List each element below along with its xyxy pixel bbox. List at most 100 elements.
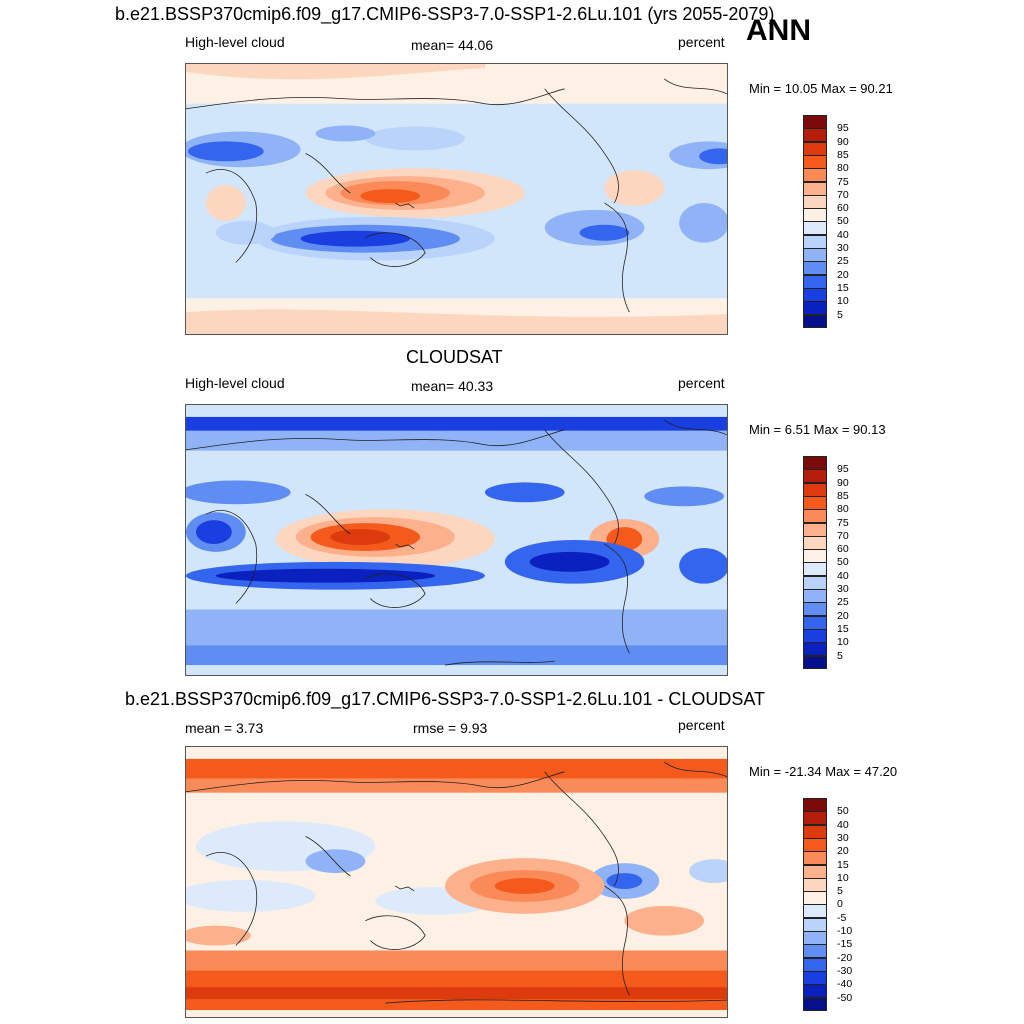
panel-2-swatch bbox=[803, 589, 827, 603]
panel-2-swatch bbox=[803, 628, 827, 643]
panel-2-variable-label: High-level cloud bbox=[185, 375, 285, 391]
panel-1-swatch bbox=[803, 194, 827, 209]
panel-3-swatch bbox=[803, 891, 827, 906]
panel-2-swatch bbox=[803, 509, 827, 524]
panel-2-tick-label: 75 bbox=[837, 516, 849, 529]
panel-3-tick-label: -40 bbox=[837, 978, 853, 991]
panel-1-tick-label: 70 bbox=[837, 188, 849, 201]
panel-1-swatch bbox=[803, 234, 827, 249]
panel-2-map bbox=[185, 404, 728, 676]
panel-3-rmse-label: rmse = 9.93 bbox=[413, 720, 488, 736]
panel-2-tick-label: 25 bbox=[837, 596, 849, 609]
panel-2-tick-label: 90 bbox=[837, 476, 849, 489]
panel-3-tick-label: 50 bbox=[837, 805, 849, 818]
panel-3-tick-label: 40 bbox=[837, 818, 849, 831]
panel-2-tick-label: 30 bbox=[837, 583, 849, 595]
panel-2-tick-label: 5 bbox=[837, 649, 843, 662]
panel-3-swatch bbox=[803, 824, 827, 839]
panel-3-swatch bbox=[803, 811, 827, 826]
panel-3-tick-label: -30 bbox=[837, 964, 853, 977]
panel-1-tick-label: 10 bbox=[837, 295, 849, 308]
panel-1-variable-label: High-level cloud bbox=[185, 34, 285, 50]
panel-3-units-label: percent bbox=[678, 717, 725, 733]
panel-1-tick-label: 75 bbox=[837, 175, 849, 188]
panel-2-swatch bbox=[803, 522, 827, 537]
panel-1-swatch bbox=[803, 141, 827, 156]
panel-2-tick-label: 20 bbox=[837, 609, 849, 622]
panel-3-tick-label: 10 bbox=[837, 871, 849, 884]
panel-2-minmax: Min = 6.51 Max = 90.13 bbox=[749, 422, 886, 437]
panel-3-tick-label: 15 bbox=[837, 858, 849, 871]
panel-2-swatch bbox=[803, 575, 827, 590]
panel-3-tick-label: 20 bbox=[837, 845, 849, 858]
panel-1-contour-field bbox=[186, 64, 727, 334]
panel-3-swatch bbox=[803, 984, 827, 999]
panel-2-swatch bbox=[803, 495, 827, 510]
panel-3-swatch bbox=[803, 798, 827, 812]
panel-2-swatch bbox=[803, 549, 827, 564]
panel-1-swatch bbox=[803, 274, 827, 289]
panel-3-contour-field bbox=[186, 747, 727, 1017]
panel-3-tick-label: -15 bbox=[837, 938, 853, 951]
panel-1-tick-label: 50 bbox=[837, 215, 849, 228]
panel-3-mean-label: mean = 3.73 bbox=[185, 720, 264, 736]
panel-2-mean-label: mean= 40.33 bbox=[411, 378, 494, 394]
panel-2-swatch bbox=[803, 602, 827, 617]
panel-2-tick-label: 70 bbox=[837, 529, 849, 542]
panel-3-colorbar: 50 40 30 20 15 10 5 0 -5 -10 -15 -20 -30… bbox=[803, 798, 852, 1011]
panel-1-tick-label: 30 bbox=[837, 242, 849, 254]
panel-1-tick-label: 85 bbox=[837, 148, 849, 161]
panel-3-minmax: Min = -21.34 Max = 47.20 bbox=[749, 764, 898, 779]
panel-1-tick-label: 15 bbox=[837, 281, 849, 294]
panel-2-tick-label: 40 bbox=[837, 569, 849, 582]
panel-2-swatch bbox=[803, 482, 827, 497]
panel-2-swatch bbox=[803, 562, 827, 577]
panel-2-tick-label: 60 bbox=[837, 543, 849, 556]
panel-1-swatch bbox=[803, 154, 827, 169]
panel-1-tick-label: 5 bbox=[837, 308, 843, 321]
panel-3-swatch bbox=[803, 837, 827, 852]
panel-3-swatch bbox=[803, 877, 827, 892]
panel-1-tick-label: 80 bbox=[837, 162, 849, 175]
panel-1-swatch bbox=[803, 128, 827, 143]
panel-1-tick-label: 25 bbox=[837, 255, 849, 268]
panel-3-title: b.e21.BSSP370cmip6.f09_g17.CMIP6-SSP3-7.… bbox=[125, 689, 766, 709]
panel-1-swatch bbox=[803, 248, 827, 262]
panel-3-swatch bbox=[803, 904, 827, 919]
panel-3-swatch bbox=[803, 957, 827, 972]
panel-1-swatch bbox=[803, 168, 827, 183]
panel-1-tick-label: 20 bbox=[837, 268, 849, 281]
panel-1-swatch bbox=[803, 287, 827, 302]
season-label: ANN bbox=[746, 14, 811, 47]
panel-3-tick-label: -10 bbox=[837, 925, 853, 937]
panel-1-tick-label: 95 bbox=[837, 122, 849, 135]
panel-1-tick-label: 60 bbox=[837, 202, 849, 215]
panel-1-tick-label: 90 bbox=[837, 135, 849, 148]
panel-2-contour-field bbox=[186, 405, 727, 675]
panel-2-colorbar: 95 90 85 80 75 70 60 50 40 30 25 20 15 1… bbox=[803, 456, 849, 669]
panel-2-swatch bbox=[803, 535, 827, 550]
panel-1-minmax: Min = 10.05 Max = 90.21 bbox=[749, 81, 893, 96]
panel-3-swatch bbox=[803, 970, 827, 985]
panel-3-swatch bbox=[803, 997, 827, 1011]
panel-2-tick-label: 85 bbox=[837, 489, 849, 502]
panel-2-swatch bbox=[803, 456, 827, 470]
panel-1-title: b.e21.BSSP370cmip6.f09_g17.CMIP6-SSP3-7.… bbox=[115, 4, 775, 24]
panel-1-swatch bbox=[803, 181, 827, 196]
panel-1-swatch bbox=[803, 115, 827, 129]
panel-3-tick-label: 0 bbox=[837, 898, 843, 911]
panel-3-map bbox=[185, 746, 728, 1018]
panel-3-tick-label: -50 bbox=[837, 991, 853, 1004]
panel-2-swatch bbox=[803, 469, 827, 484]
panel-2-swatch bbox=[803, 655, 827, 669]
panel-1-swatch bbox=[803, 301, 827, 316]
panel-2-swatch bbox=[803, 615, 827, 630]
panel-1-swatch bbox=[803, 208, 827, 223]
panel-1-swatch bbox=[803, 261, 827, 276]
panel-2-swatch bbox=[803, 642, 827, 657]
panel-3-swatch bbox=[803, 931, 827, 945]
panel-3-tick-label: -5 bbox=[837, 911, 847, 924]
panel-2-tick-label: 10 bbox=[837, 636, 849, 649]
panel-3-swatch bbox=[803, 944, 827, 959]
panel-1-tick-label: 40 bbox=[837, 228, 849, 241]
